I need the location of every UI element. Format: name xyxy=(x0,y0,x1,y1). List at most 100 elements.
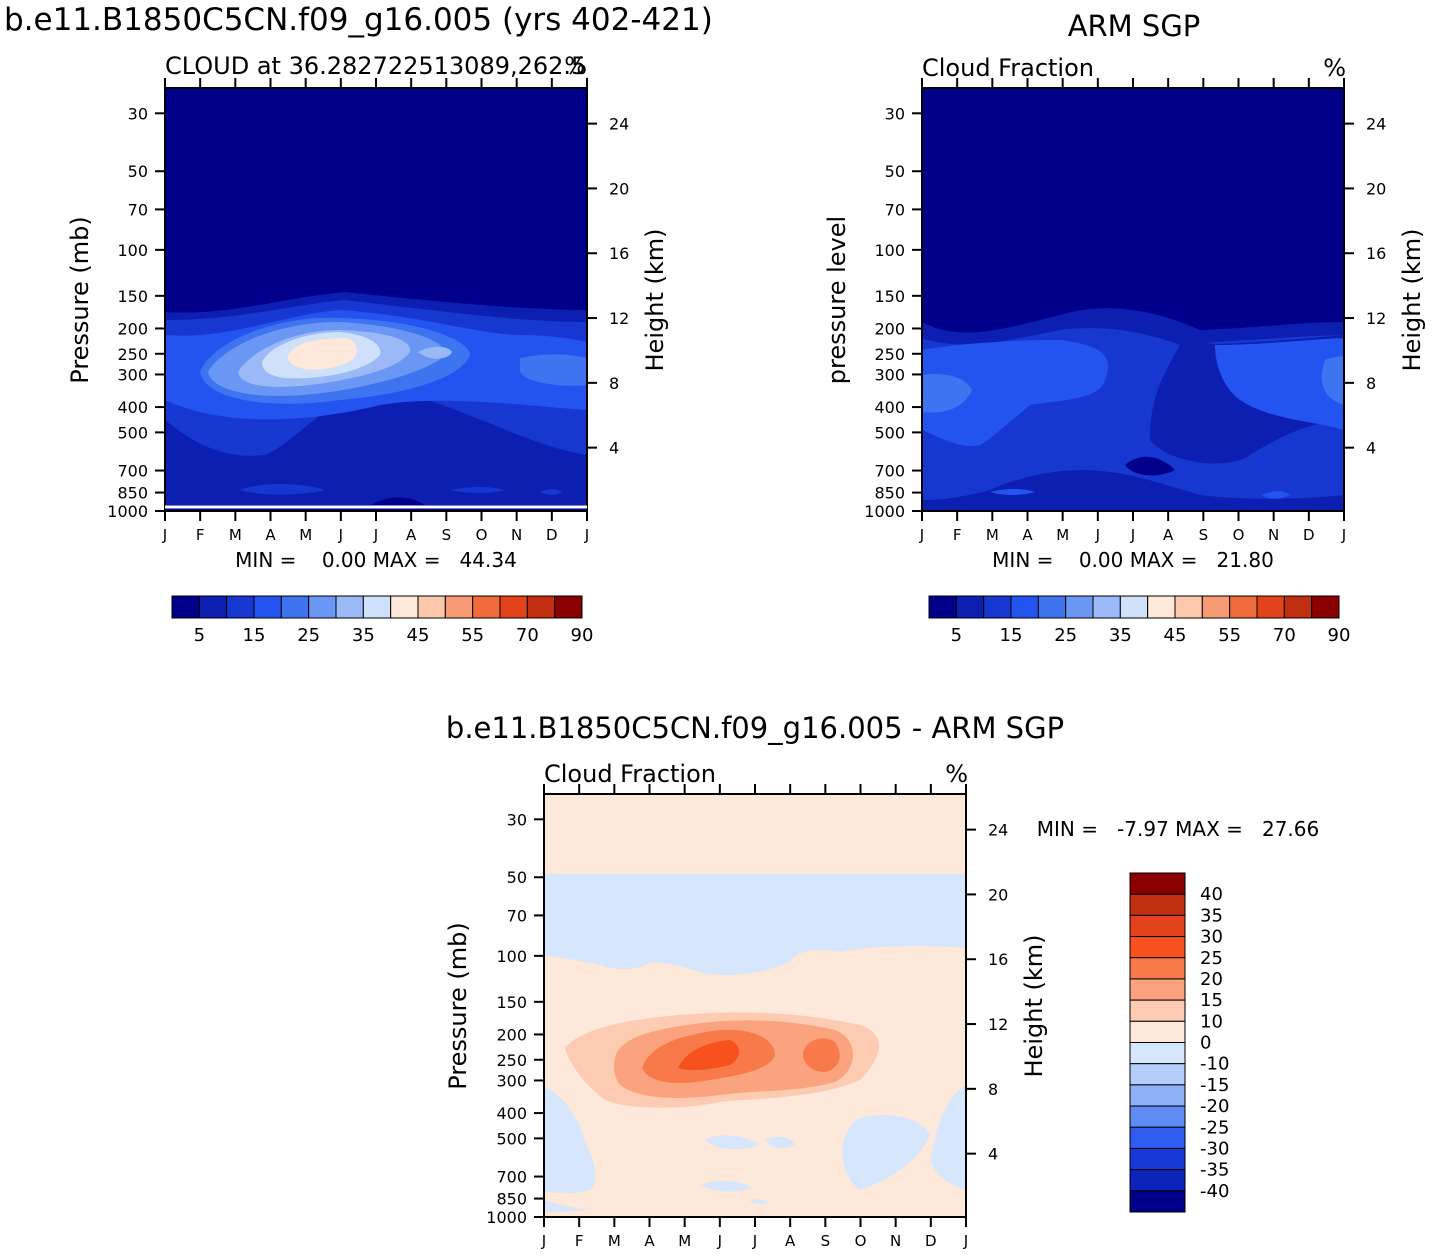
y-tick-label: 200 xyxy=(117,319,148,338)
x-tick-label: J xyxy=(752,1232,757,1250)
height-tick-label: 12 xyxy=(1366,309,1386,328)
height-tick-label: 4 xyxy=(1366,439,1376,458)
x-tick-label: S xyxy=(821,1232,831,1250)
colorbar-box xyxy=(335,595,364,619)
diff-colorbar-label: -10 xyxy=(1200,1054,1229,1075)
diff-colorbar-box xyxy=(1129,1063,1186,1086)
colorbar-box xyxy=(1229,595,1258,619)
y-tick-label: 70 xyxy=(885,200,905,219)
height-tick-label: 16 xyxy=(609,244,629,263)
y-tick-label: 700 xyxy=(496,1168,527,1187)
colorbar-label: 45 xyxy=(407,625,430,646)
colorbar-box xyxy=(1256,595,1285,619)
diff-colorbar-label: 20 xyxy=(1200,969,1223,990)
colorbar-box xyxy=(1311,595,1340,619)
y-tick-label: 300 xyxy=(117,365,148,384)
y-tick-label: 100 xyxy=(496,947,527,966)
model-ylabel-right: Height (km) xyxy=(641,229,669,372)
diff-height-ticks: 24 20 16 12 8 4 xyxy=(966,821,1008,1164)
model-height-ticks: 24 20 16 12 8 4 xyxy=(587,115,629,458)
y-tick-label: 300 xyxy=(874,365,905,384)
diff-contour-neg10-right xyxy=(842,1085,966,1190)
obs-ylabel-left: pressure level xyxy=(823,216,851,384)
y-tick-label: 200 xyxy=(496,1025,527,1044)
y-tick-label: 150 xyxy=(117,287,148,306)
colorbar-box xyxy=(308,595,337,619)
height-tick-label: 8 xyxy=(609,374,619,393)
x-tick-label: N xyxy=(511,526,522,544)
diff-colorbar-label: -15 xyxy=(1200,1075,1229,1096)
diff-colorbar-box xyxy=(1129,936,1186,959)
colorbar-box xyxy=(171,595,200,619)
y-tick-label: 850 xyxy=(496,1190,527,1209)
colorbar-label: 15 xyxy=(243,625,266,646)
y-tick-label: 150 xyxy=(496,993,527,1012)
x-tick-label: A xyxy=(1163,526,1174,544)
colorbar-label: 70 xyxy=(516,625,539,646)
colorbar-box xyxy=(1174,595,1203,619)
colorbar-box xyxy=(928,595,957,619)
diff-colorbar-box xyxy=(1129,978,1186,1001)
bottom-title: b.e11.B1850C5CN.f09_g16.005 - ARM SGP xyxy=(446,711,1064,745)
diff-colorbar-box xyxy=(1129,1190,1186,1213)
y-tick-label: 1000 xyxy=(486,1208,527,1227)
colorbar-box xyxy=(362,595,392,619)
height-tick-label: 12 xyxy=(988,1015,1008,1034)
height-tick-label: 8 xyxy=(1366,374,1376,393)
x-tick-label: N xyxy=(1268,526,1279,544)
x-tick-label: O xyxy=(1233,526,1245,544)
colorbar-box xyxy=(526,595,556,619)
model-contour-zero-floor xyxy=(370,497,425,505)
diff-contour-neg10-blobs xyxy=(700,1135,795,1204)
diff-colorbar-box xyxy=(1129,1169,1186,1192)
colorbar-label: 15 xyxy=(1000,625,1023,646)
obs-panel: Cloud Fraction % J F M A M J J A S O N D J 30 50 70 100… xyxy=(823,54,1426,646)
colorbar-box xyxy=(253,595,282,619)
x-tick-label: J xyxy=(162,526,167,544)
diff-colorbar-label: 15 xyxy=(1200,990,1223,1011)
x-tick-label: N xyxy=(890,1232,901,1250)
diff-units: % xyxy=(945,760,968,788)
height-tick-label: 16 xyxy=(988,950,1008,969)
x-tick-label: J xyxy=(373,526,378,544)
diff-contour-neg10-top xyxy=(544,874,966,975)
x-tick-label: D xyxy=(1303,526,1315,544)
x-tick-label: S xyxy=(442,526,452,544)
y-tick-label: 850 xyxy=(874,484,905,503)
y-tick-label: 1000 xyxy=(107,502,148,521)
x-tick-label: J xyxy=(1130,526,1135,544)
model-ylabel-left: Pressure (mb) xyxy=(66,216,94,383)
diff-colorbar-box xyxy=(1129,1105,1186,1128)
x-tick-label: O xyxy=(855,1232,867,1250)
colorbar-box xyxy=(1119,595,1149,619)
y-tick-label: 70 xyxy=(128,200,148,219)
colorbar-box xyxy=(554,595,583,619)
y-tick-label: 500 xyxy=(496,1129,527,1148)
diff-colorbar-box xyxy=(1129,893,1186,916)
model-contour-45 xyxy=(287,338,357,370)
obs-units: % xyxy=(1323,54,1346,82)
height-tick-label: 20 xyxy=(609,179,629,198)
diff-colorbar-box xyxy=(1129,872,1186,895)
diff-ylabel-left: Pressure (mb) xyxy=(444,922,472,1089)
y-tick-label: 400 xyxy=(874,398,905,417)
y-tick-label: 400 xyxy=(117,398,148,417)
diff-colorbar-box xyxy=(1129,957,1186,980)
diff-colorbar-label: 40 xyxy=(1200,884,1223,905)
diff-colorbar-box xyxy=(1129,1042,1186,1065)
x-tick-label: M xyxy=(608,1232,621,1250)
colorbar-box xyxy=(955,595,985,619)
height-tick-label: 20 xyxy=(1366,179,1386,198)
colorbar-box xyxy=(1092,595,1121,619)
colorbar-label: 5 xyxy=(951,625,962,646)
colorbar-box xyxy=(1147,595,1176,619)
diff-colorbar-box xyxy=(1129,1084,1186,1107)
diff-colorbar-label: 30 xyxy=(1200,927,1223,948)
height-tick-label: 24 xyxy=(609,115,629,134)
height-tick-label: 12 xyxy=(609,309,629,328)
diff-colorbar-label: -25 xyxy=(1200,1117,1229,1138)
x-tick-label: O xyxy=(476,526,488,544)
y-tick-label: 1000 xyxy=(864,502,905,521)
x-tick-label: A xyxy=(265,526,276,544)
